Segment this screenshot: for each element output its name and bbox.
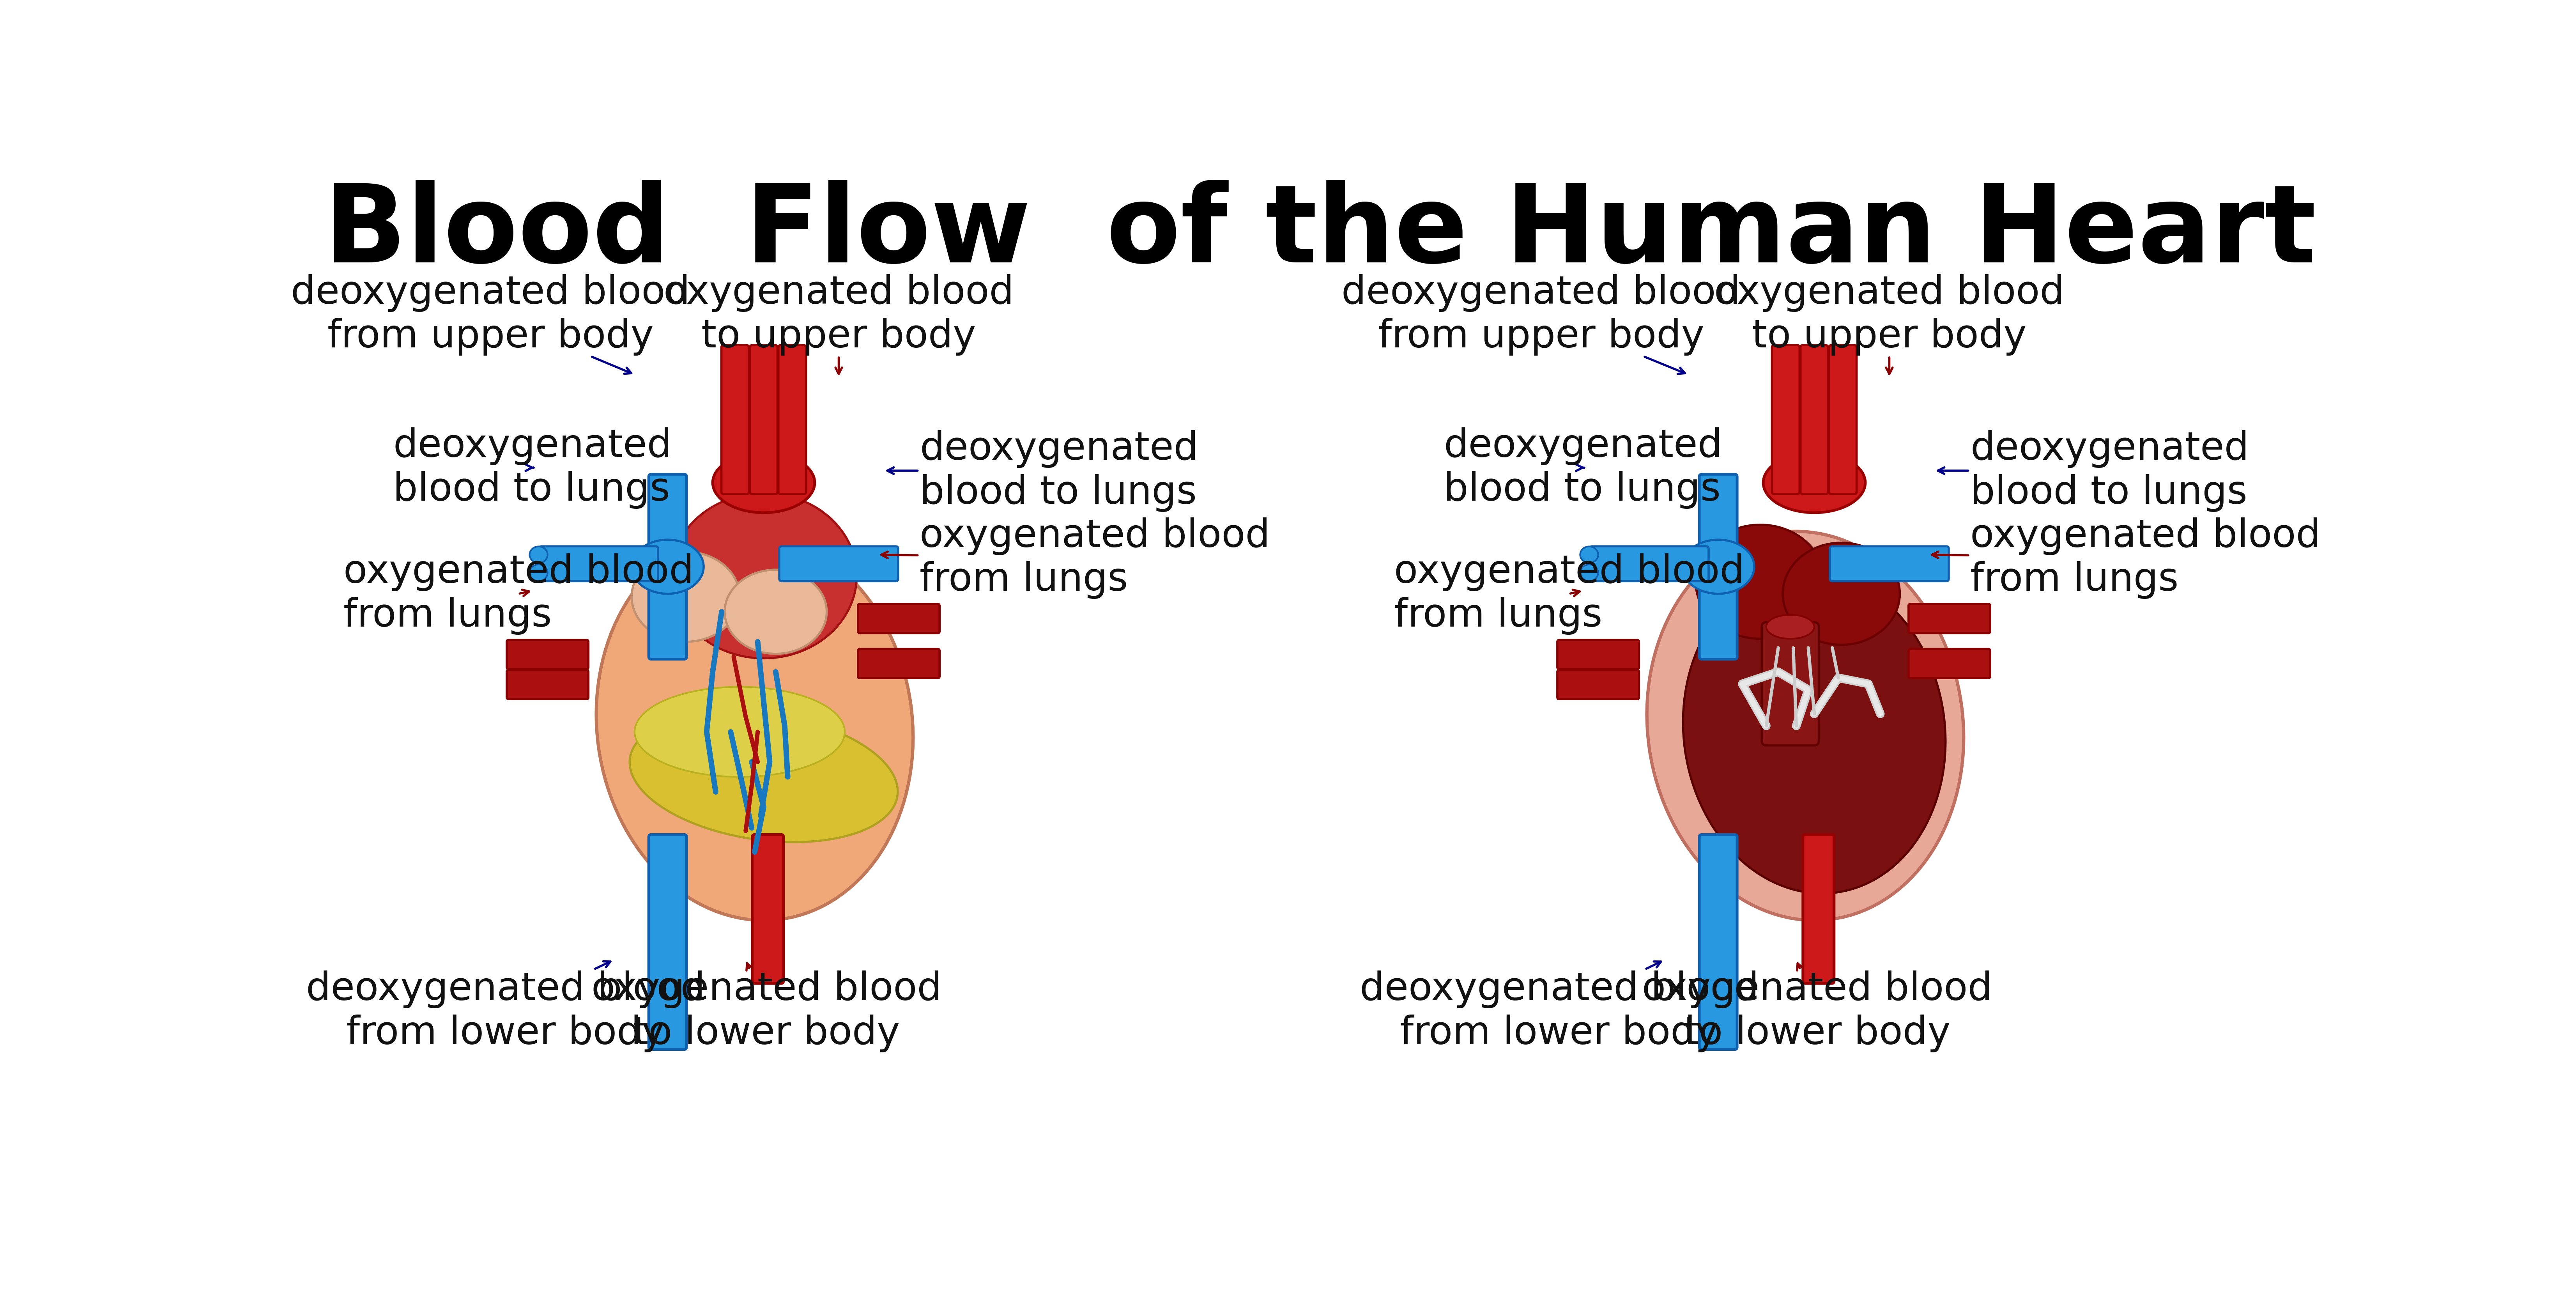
FancyBboxPatch shape [1801, 345, 1829, 495]
Ellipse shape [670, 493, 858, 658]
FancyBboxPatch shape [1772, 345, 1801, 495]
Text: deoxygenated
blood to lungs: deoxygenated blood to lungs [1937, 430, 2249, 511]
FancyBboxPatch shape [649, 475, 688, 659]
FancyBboxPatch shape [858, 604, 940, 633]
Ellipse shape [631, 552, 739, 643]
Text: oxygenated blood
from lungs: oxygenated blood from lungs [343, 553, 693, 635]
FancyBboxPatch shape [781, 546, 899, 582]
Ellipse shape [595, 532, 912, 920]
Ellipse shape [531, 546, 549, 563]
Ellipse shape [531, 565, 549, 582]
Text: oxygenated blood
to upper body: oxygenated blood to upper body [1713, 274, 2063, 374]
Ellipse shape [1579, 546, 1597, 563]
FancyBboxPatch shape [858, 649, 940, 679]
FancyBboxPatch shape [507, 670, 587, 700]
FancyBboxPatch shape [1909, 649, 1991, 679]
Ellipse shape [631, 540, 703, 594]
Text: oxygenated blood
to lower body: oxygenated blood to lower body [1641, 963, 1991, 1051]
FancyBboxPatch shape [1909, 604, 1991, 633]
Ellipse shape [724, 570, 827, 654]
FancyBboxPatch shape [778, 345, 806, 495]
Ellipse shape [1682, 571, 1945, 893]
Text: deoxygenated blood
from lower body: deoxygenated blood from lower body [307, 962, 706, 1051]
Ellipse shape [629, 711, 896, 842]
FancyBboxPatch shape [1558, 640, 1638, 670]
Text: deoxygenated blood
from upper body: deoxygenated blood from upper body [1342, 274, 1741, 374]
Text: oxygenated blood
from lungs: oxygenated blood from lungs [881, 517, 1270, 598]
FancyBboxPatch shape [752, 835, 783, 984]
Ellipse shape [634, 687, 845, 778]
Text: oxygenated blood
to upper body: oxygenated blood to upper body [665, 274, 1015, 374]
FancyBboxPatch shape [750, 345, 778, 495]
FancyBboxPatch shape [1803, 835, 1834, 984]
Ellipse shape [714, 453, 814, 513]
Ellipse shape [1695, 524, 1824, 639]
Text: deoxygenated
blood to lungs: deoxygenated blood to lungs [1443, 427, 1723, 509]
FancyBboxPatch shape [1762, 623, 1819, 745]
Text: oxygenated blood
to lower body: oxygenated blood to lower body [592, 963, 943, 1051]
Ellipse shape [1767, 615, 1814, 639]
Ellipse shape [1579, 565, 1597, 582]
Ellipse shape [1682, 540, 1754, 594]
FancyBboxPatch shape [1700, 475, 1736, 659]
Text: deoxygenated
blood to lungs: deoxygenated blood to lungs [394, 427, 672, 509]
Text: deoxygenated blood
from lower body: deoxygenated blood from lower body [1360, 962, 1759, 1051]
Text: oxygenated blood
from lungs: oxygenated blood from lungs [1932, 517, 2321, 598]
FancyBboxPatch shape [1558, 670, 1638, 700]
FancyBboxPatch shape [1700, 835, 1736, 1050]
Text: Blood  Flow  of the Human Heart: Blood Flow of the Human Heart [325, 179, 2316, 286]
Ellipse shape [1646, 532, 1963, 920]
Text: deoxygenated blood
from upper body: deoxygenated blood from upper body [291, 274, 690, 374]
FancyBboxPatch shape [1829, 546, 1950, 582]
FancyBboxPatch shape [507, 640, 587, 670]
FancyBboxPatch shape [1589, 546, 1708, 582]
FancyBboxPatch shape [721, 345, 750, 495]
FancyBboxPatch shape [538, 546, 657, 582]
FancyBboxPatch shape [649, 835, 688, 1050]
FancyBboxPatch shape [1829, 345, 1857, 495]
Ellipse shape [1762, 453, 1865, 513]
Text: oxygenated blood
from lungs: oxygenated blood from lungs [1394, 553, 1744, 635]
Ellipse shape [1783, 543, 1901, 645]
Text: deoxygenated
blood to lungs: deoxygenated blood to lungs [886, 430, 1198, 511]
